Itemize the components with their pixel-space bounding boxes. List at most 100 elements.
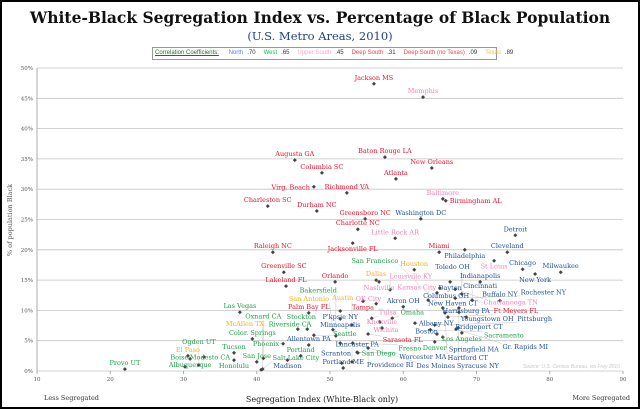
legend-value: .45 — [335, 50, 344, 56]
data-point — [434, 290, 439, 295]
y-tick-label: 50% — [21, 66, 33, 72]
data-point — [265, 204, 270, 209]
data-point — [464, 315, 469, 320]
point-label: Portland ME — [322, 358, 364, 366]
x-tick-label: 60 — [400, 377, 407, 383]
data-point — [440, 305, 445, 310]
point-label: Cleveland — [491, 242, 524, 250]
data-point — [492, 258, 497, 263]
point-label: Chattanooga TN — [484, 298, 539, 306]
data-point — [333, 279, 338, 284]
data-point — [270, 250, 275, 255]
point-label: Provo UT — [109, 359, 141, 367]
point-label: Knoxville — [367, 318, 398, 326]
point-label: Jackson MS — [354, 74, 394, 82]
x-tick-label: 20 — [107, 377, 114, 383]
chart-title: White-Black Segregation Index vs. Percen… — [29, 8, 611, 27]
legend-region: Deep South — [351, 50, 384, 56]
point-label: Columbus OH — [423, 292, 469, 300]
data-point — [443, 310, 448, 315]
x-tick-label: 70 — [473, 377, 480, 383]
point-label: San Francisco — [351, 257, 398, 265]
data-point — [440, 196, 445, 201]
legend-entry: North .70 — [227, 50, 258, 56]
point-label: Dayton — [438, 284, 461, 292]
point-label: Denver — [423, 344, 448, 352]
point-label: Miami — [429, 242, 450, 250]
point-label: Gr. Rapids MI — [502, 343, 548, 351]
data-point — [366, 332, 371, 337]
data-point — [305, 327, 310, 332]
data-point — [390, 316, 395, 321]
point-label: New York — [519, 276, 551, 284]
point-label: Kansas City — [397, 283, 436, 291]
y-tick-label: 10% — [21, 308, 33, 314]
data-point — [453, 296, 458, 301]
legend-region: North — [228, 50, 244, 56]
leader-line — [434, 322, 517, 326]
point-label: Detroit — [504, 225, 528, 233]
data-point — [478, 279, 483, 284]
data-point — [295, 327, 300, 332]
point-label: Sarasota FL — [383, 336, 424, 344]
legend-entry: Deep South .31 — [350, 50, 398, 56]
point-label: Portland — [287, 346, 315, 354]
data-point — [284, 284, 289, 289]
point-label: Greensboro NC — [340, 209, 391, 217]
data-point — [459, 292, 464, 297]
legend-value: .31 — [387, 50, 396, 56]
point-label: Milwaukee — [543, 262, 579, 270]
data-point — [453, 287, 458, 292]
data-point — [355, 350, 360, 355]
data-point — [426, 298, 431, 303]
x-axis-title: Segregation Index (White-Black only) — [246, 395, 398, 404]
point-label: Tucson — [222, 343, 246, 351]
data-point — [382, 155, 387, 160]
data-point — [254, 359, 259, 364]
data-point — [434, 332, 439, 337]
data-point — [350, 241, 355, 246]
point-label: Nashville — [364, 284, 395, 292]
data-point — [374, 301, 379, 306]
point-label: Stockton — [287, 313, 316, 321]
point-label: Charleston SC — [244, 196, 292, 204]
point-label: Birmingham AL — [450, 197, 503, 205]
point-label: Orlando — [322, 272, 349, 280]
legend-region: Upper South — [297, 50, 332, 56]
data-point — [232, 350, 237, 355]
point-label: Austin — [331, 294, 353, 302]
data-point — [292, 158, 297, 163]
point-label: Tampa — [352, 303, 374, 311]
leader-line — [340, 342, 398, 345]
point-label: San Diego — [362, 349, 396, 357]
point-label: Boston — [415, 328, 438, 336]
data-point — [339, 361, 344, 366]
leader-line — [442, 336, 449, 347]
y-tick-label: 30% — [21, 187, 33, 193]
data-point — [432, 322, 437, 327]
legend-entry: West .65 — [262, 50, 292, 56]
y-tick-label: 40% — [21, 127, 33, 133]
data-point — [428, 327, 433, 332]
leader-line — [430, 329, 484, 332]
data-points — [122, 81, 563, 372]
data-point — [281, 270, 286, 275]
data-point — [470, 298, 475, 303]
data-point — [311, 333, 316, 338]
y-tick-label: 45% — [21, 96, 33, 102]
data-point — [338, 341, 343, 346]
leader-line — [329, 302, 334, 330]
data-point — [314, 209, 319, 214]
point-label: New Haven CT — [428, 300, 478, 308]
point-label: Bakersfield — [300, 286, 337, 294]
point-label: Baton Rouge LA — [358, 147, 412, 155]
data-point — [448, 279, 453, 284]
legend-value: .09 — [468, 50, 478, 56]
data-point — [412, 267, 417, 272]
point-label: El Paso — [176, 346, 200, 354]
point-label: Youngstown OH — [460, 315, 514, 323]
data-point — [285, 358, 290, 363]
point-labels: Jackson MS Memphis Baton Rouge LA New Orlea… — [109, 74, 578, 370]
y-tick-label: 25% — [21, 218, 33, 224]
